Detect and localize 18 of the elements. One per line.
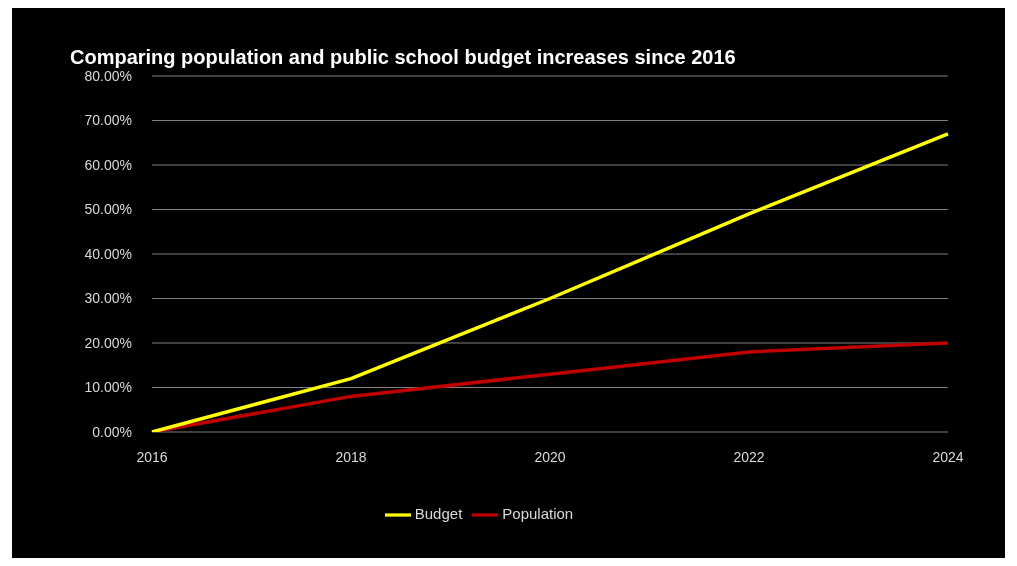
y-tick-label: 10.00% [84,379,132,396]
chart-title: Comparing population and public school budget increases since 2016 [70,46,736,69]
y-tick-label: 20.00% [84,334,132,351]
x-tick-label: 2016 [136,448,168,465]
y-tick-label: 0.00% [92,423,132,440]
y-tick-label: 80.00% [84,67,132,84]
y-tick-label: 50.00% [84,201,132,218]
y-tick-label: 40.00% [84,245,132,262]
x-tick-label: 2024 [932,448,964,465]
x-tick-label: 2018 [335,448,367,465]
y-tick-label: 30.00% [84,290,132,307]
y-tick-label: 60.00% [84,156,132,173]
line-series [150,132,950,432]
x-tick-label: 2020 [534,448,566,465]
legend-label: Population [502,504,574,522]
legend-label: Budget [414,504,463,522]
y-tick-label: 70.00% [84,112,132,129]
x-tick-label: 2022 [733,448,765,465]
